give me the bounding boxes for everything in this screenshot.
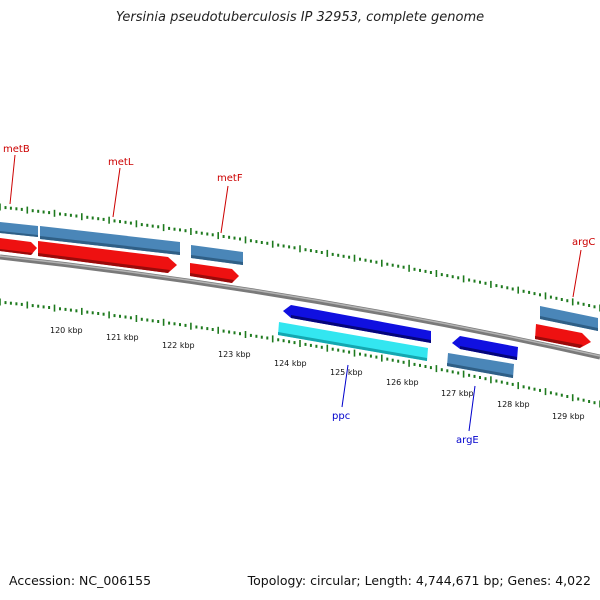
outer-tick-ruler bbox=[0, 203, 600, 312]
scale-label: 125 kbp bbox=[330, 368, 363, 377]
metL-label: metL bbox=[108, 157, 134, 168]
scale-label: 129 kbp bbox=[552, 412, 585, 421]
feature-ppc[interactable]: ppc bbox=[278, 305, 431, 422]
metB-label: metB bbox=[3, 144, 30, 155]
scale-label: 124 kbp bbox=[274, 359, 307, 368]
metB-gene-bar-shade bbox=[0, 231, 38, 237]
metL-cds-arrow bbox=[38, 241, 177, 273]
argE-cds-arrow-shade bbox=[460, 346, 517, 360]
argC-label: argC bbox=[572, 237, 595, 248]
metL-gene-bar bbox=[40, 226, 180, 255]
argE-label-line bbox=[468, 385, 476, 432]
argC-label-line bbox=[572, 249, 582, 298]
argE-gene-bar-shade bbox=[447, 363, 513, 378]
scale-label: 128 kbp bbox=[497, 400, 530, 409]
metF-label-line bbox=[220, 185, 229, 234]
metL-cds-arrow-shade bbox=[38, 253, 170, 273]
scale-label: 121 kbp bbox=[106, 333, 139, 342]
metF-label: metF bbox=[217, 173, 243, 184]
map-title: Yersinia pseudotuberculosis IP 32953, co… bbox=[115, 10, 485, 25]
metF-gene-bar-shade bbox=[191, 255, 243, 265]
metL-gene-bar-shade bbox=[40, 236, 180, 255]
argC-cds-arrow-shade bbox=[535, 336, 583, 348]
genome-summary-text: Topology: circular; Length: 4,744,671 bp… bbox=[247, 573, 591, 588]
ppc-cds-arrow-shade bbox=[291, 315, 431, 343]
ppc-label-line bbox=[341, 364, 349, 408]
genome-backbone-highlight bbox=[0, 255, 600, 357]
metF-cds-arrow-shade bbox=[190, 273, 234, 283]
ppc-rna-bar-shade bbox=[278, 332, 427, 361]
scale-label: 126 kbp bbox=[386, 378, 419, 387]
accession-text: Accession: NC_006155 bbox=[9, 573, 152, 588]
argC-gene-bar-shade bbox=[540, 316, 598, 331]
feature-metB[interactable]: metB bbox=[0, 144, 38, 255]
scale-label: 123 kbp bbox=[218, 350, 251, 359]
feature-argE[interactable]: argE bbox=[447, 336, 518, 446]
argE-cds-arrow bbox=[452, 336, 518, 360]
ppc-label: ppc bbox=[332, 411, 350, 422]
metF-gene-bar bbox=[191, 245, 243, 265]
feature-argC[interactable]: argC bbox=[535, 237, 598, 348]
argE-gene-bar bbox=[447, 353, 514, 378]
argC-cds-arrow bbox=[535, 324, 591, 348]
metL-label-line bbox=[112, 167, 121, 218]
argE-label: argE bbox=[456, 435, 479, 446]
feature-metF[interactable]: metF bbox=[190, 173, 243, 283]
scale-label: 120 kbp bbox=[50, 326, 83, 335]
genome-backbone bbox=[0, 254, 600, 360]
inner-tick-ruler bbox=[0, 298, 600, 408]
argC-gene-bar bbox=[540, 306, 598, 331]
scale-label: 127 kbp bbox=[441, 389, 474, 398]
scale-labels: 120 kbp 121 kbp 122 kbp 123 kbp 124 kbp … bbox=[50, 326, 585, 421]
metB-cds-arrow-shade bbox=[0, 249, 33, 255]
scale-label: 122 kbp bbox=[162, 341, 195, 350]
feature-metL[interactable]: metL bbox=[38, 157, 180, 273]
ppc-rna-bar bbox=[278, 322, 428, 361]
metB-label-line bbox=[9, 154, 16, 205]
